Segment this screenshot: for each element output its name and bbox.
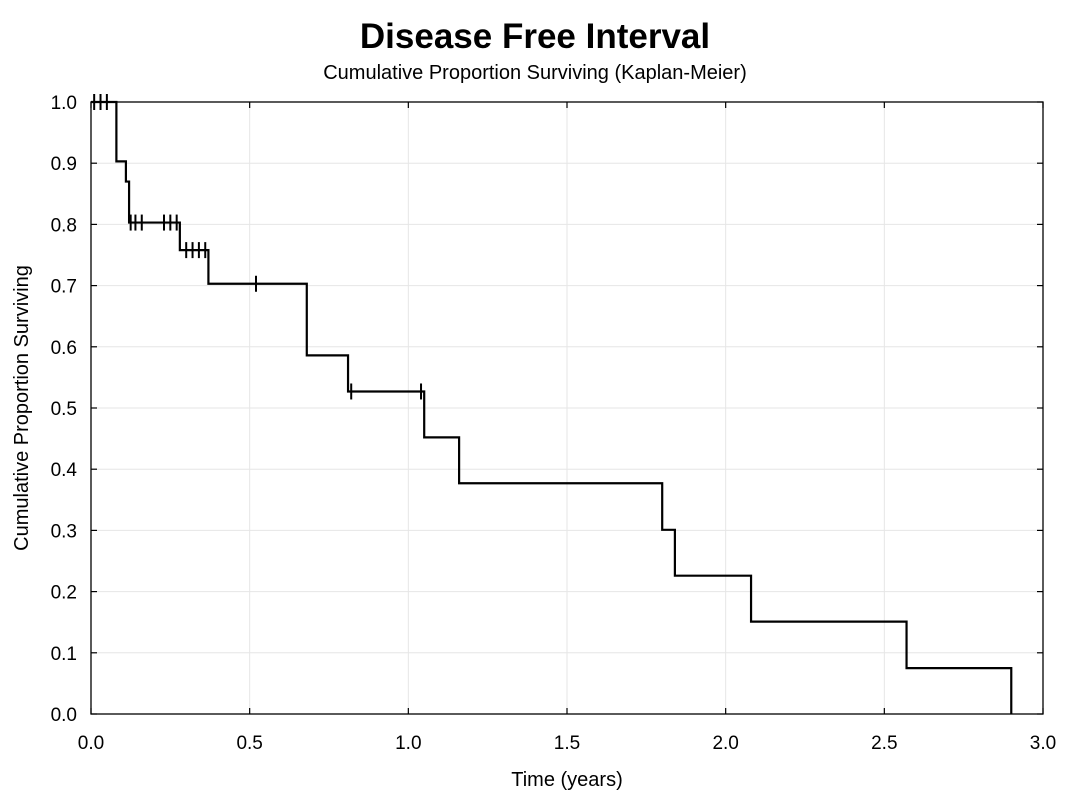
y-tick-labels: 0.0 0.1 0.2 0.3 0.4 0.5 0.6 0.7 0.8 0.9 1.0 — [51, 93, 78, 726]
y-tick-label: 0.1 — [51, 644, 77, 665]
x-tick-labels: 0.0 0.5 1.0 1.5 2.0 2.5 3.0 — [78, 733, 1056, 754]
y-axis-label: Cumulative Proportion Surviving — [11, 265, 33, 551]
x-tick-label: 1.0 — [395, 733, 421, 754]
y-tick-label: 0.3 — [51, 521, 77, 542]
x-tick-label: 0.5 — [236, 733, 262, 754]
y-tick-label: 0.0 — [51, 705, 77, 726]
y-tick-label: 0.7 — [51, 277, 77, 298]
y-tick-label: 0.9 — [51, 154, 77, 175]
x-axis-label: Time (years) — [511, 769, 622, 791]
y-tick-label: 0.4 — [51, 460, 78, 481]
x-tick-label: 0.0 — [78, 733, 104, 754]
y-tick-label: 1.0 — [51, 93, 77, 114]
x-tick-label: 1.5 — [554, 733, 580, 754]
y-tick-label: 0.5 — [51, 399, 77, 420]
chart-subtitle: Cumulative Proportion Surviving (Kaplan-… — [323, 62, 747, 84]
plot-frame — [90, 101, 1044, 715]
y-tick-label: 0.6 — [51, 338, 77, 359]
censor-marks — [93, 94, 423, 400]
x-tick-label: 2.0 — [712, 733, 738, 754]
y-tick-label: 0.8 — [51, 215, 77, 236]
y-tick-label: 0.2 — [51, 583, 77, 604]
x-tick-label: 3.0 — [1030, 733, 1056, 754]
survival-curve — [91, 100, 1013, 714]
x-tick-label: 2.5 — [871, 733, 897, 754]
chart-title: Disease Free Interval — [360, 17, 710, 56]
